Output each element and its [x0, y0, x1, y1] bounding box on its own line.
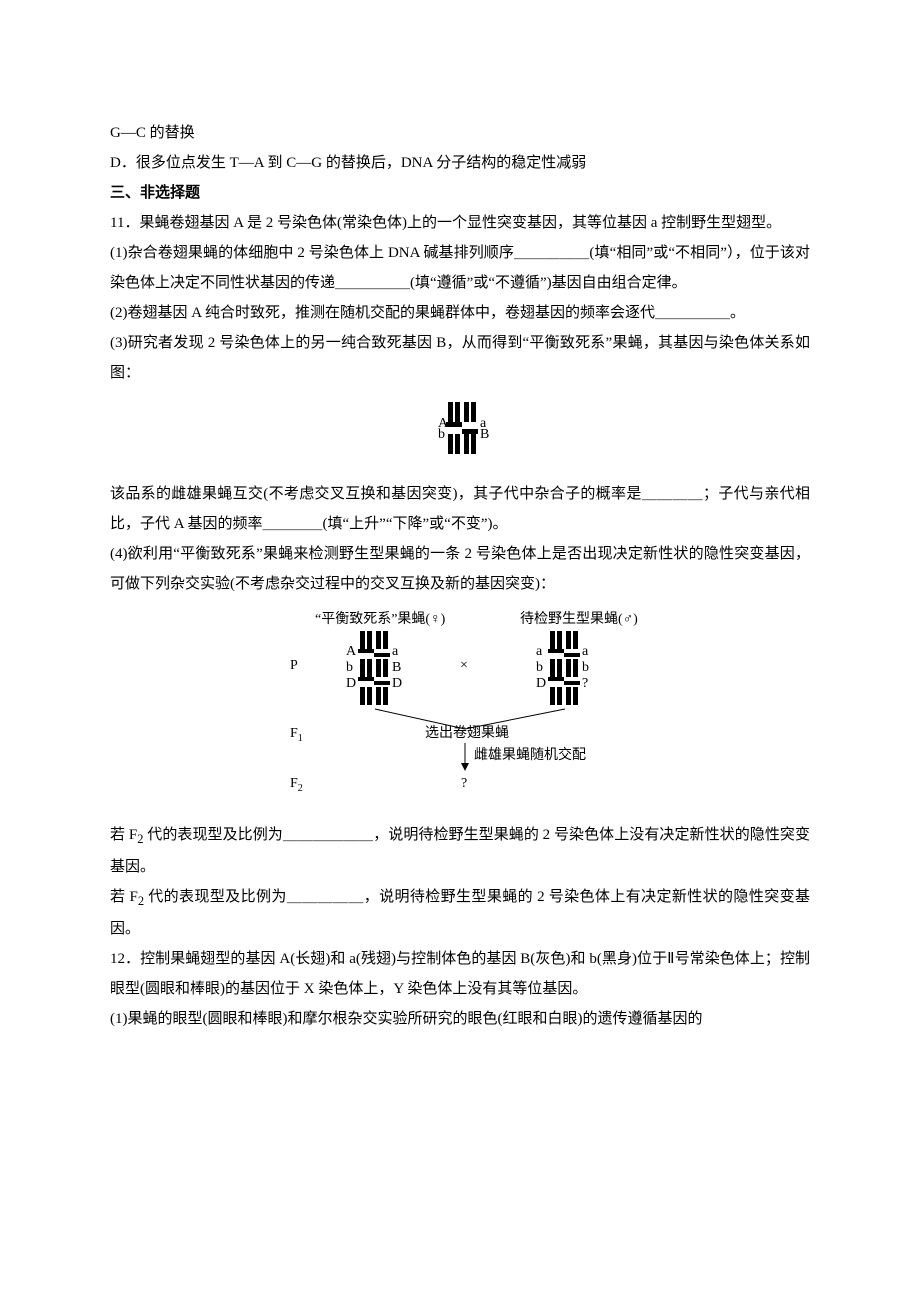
question-12-1: (1)果蝇的眼型(圆眼和棒眼)和摩尔根杂交实验所研究的眼色(红眼和白眼)的遗传遵…: [110, 1004, 810, 1034]
label-question: ?: [461, 776, 467, 791]
gene-label: D: [536, 676, 546, 691]
blank: ＿＿＿＿＿: [655, 305, 730, 321]
text: (填“上升”“下降”或“不变”)。: [323, 516, 508, 532]
gene-label: D: [392, 676, 402, 691]
label-random-mate: 雌雄果蝇随机交配: [474, 746, 586, 763]
text: 。: [730, 305, 745, 321]
gene-label: b: [582, 660, 589, 675]
label-select: 选出卷翅果蝇: [425, 725, 509, 741]
question-11-3: (3)研究者发现 2 号染色体上的另一纯合致死基因 B，从而得到“平衡致死系”果…: [110, 328, 810, 388]
text: 代的表现型及比例为: [143, 827, 282, 843]
label-wild-type: 待检野生型果蝇(♂): [520, 611, 638, 627]
gene-label: a: [536, 644, 543, 659]
gene-label: ?: [582, 676, 588, 691]
blank: ＿＿＿＿: [642, 486, 703, 502]
label-F1: F1: [290, 726, 303, 744]
gene-label: A: [346, 644, 357, 659]
gene-label-B: B: [480, 427, 489, 442]
gene-label: b: [346, 660, 353, 675]
question-11: 11．果蝇卷翅基因 A 是 2 号染色体(常染色体)上的一个显性突变基因，其等位…: [110, 208, 810, 238]
label-F2: F2: [290, 776, 303, 794]
question-11-1: (1)杂合卷翅果蝇的体细胞中 2 号染色体上 DNA 碱基排列顺序＿＿＿＿＿(填…: [110, 238, 810, 298]
question-11-3b: 该品系的雌雄果蝇互交(不考虑交叉互换和基因突变)，其子代中杂合子的概率是＿＿＿＿…: [110, 479, 810, 539]
question-11-2: (2)卷翅基因 A 纯合时致死，推测在随机交配的果蝇群体中，卷翅基因的频率会逐代…: [110, 298, 810, 328]
text: 该品系的雌雄果蝇互交(不考虑交叉互换和基因突变)，其子代中杂合子的概率是: [110, 486, 642, 502]
text: (2)卷翅基因 A 纯合时致死，推测在随机交配的果蝇群体中，卷翅基因的频率会逐代: [110, 305, 655, 321]
blank: ＿＿＿＿＿: [514, 245, 589, 261]
question-12: 12．控制果蝇翅型的基因 A(长翅)和 a(残翅)与控制体色的基因 B(灰色)和…: [110, 944, 810, 1004]
f2-result-mutation: 若 F2 代的表现型及比例为＿＿＿＿＿，说明待检野生型果蝇的 2 号染色体上有决…: [110, 882, 810, 944]
blank: ＿＿＿＿＿＿: [283, 827, 373, 843]
gene-label: D: [346, 676, 356, 691]
question-11-4: (4)欲利用“平衡致死系”果蝇来检测野生型果蝇的一条 2 号染色体上是否出现决定…: [110, 539, 810, 599]
text: 代的表现型及比例为: [144, 889, 287, 905]
gene-label: B: [392, 660, 401, 675]
gene-label: a: [392, 644, 399, 659]
gene-label: a: [582, 644, 589, 659]
text-line: D．很多位点发生 T—A 到 C—G 的替换后，DNA 分子结构的稳定性减弱: [110, 148, 810, 178]
text: 若 F: [110, 889, 138, 905]
blank: ＿＿＿＿: [263, 516, 323, 532]
label-balanced-lethal: “平衡致死系”果蝇(♀): [315, 611, 446, 627]
blank: ＿＿＿＿＿: [335, 275, 410, 291]
text: 若 F: [110, 827, 137, 843]
label-P: P: [290, 658, 298, 673]
f2-result-no-mutation: 若 F2 代的表现型及比例为＿＿＿＿＿＿，说明待检野生型果蝇的 2 号染色体上没…: [110, 820, 810, 882]
figure-cross-diagram: “平衡致死系”果蝇(♀) 待检野生型果蝇(♂) P A a b B D: [110, 609, 810, 810]
gene-label-b: b: [438, 427, 445, 442]
figure-chromosome-pair: A a b B: [110, 398, 810, 469]
blank: ＿＿＿＿＿: [287, 889, 364, 905]
cross-sign: ×: [460, 658, 468, 673]
text: (填“遵循”或“不遵循”)基因自由组合定律。: [410, 275, 687, 291]
section-heading: 三、非选择题: [110, 178, 810, 208]
gene-label: b: [536, 660, 543, 675]
text: (1)杂合卷翅果蝇的体细胞中 2 号染色体上 DNA 碱基排列顺序: [110, 245, 514, 261]
text-line: G—C 的替换: [110, 118, 810, 148]
